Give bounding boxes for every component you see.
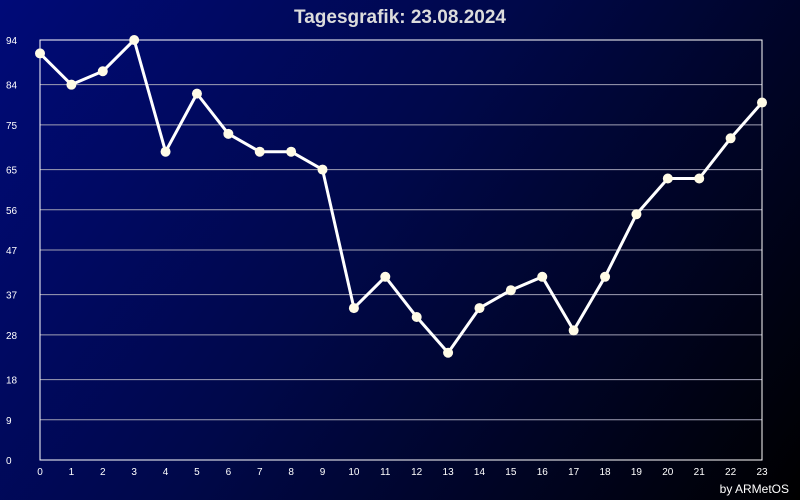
y-tick-label: 84 xyxy=(6,81,18,92)
data-point xyxy=(223,128,234,139)
data-point xyxy=(600,271,611,282)
credit-label: by ARMetOS xyxy=(720,482,789,496)
x-tick-label: 3 xyxy=(131,467,137,478)
grid-lines xyxy=(40,84,762,421)
x-tick-label: 16 xyxy=(537,467,549,478)
series-layer xyxy=(35,35,767,358)
y-axis-ticks: 0 9 18 28 37 47 56 65 75 84 94 xyxy=(6,36,18,467)
data-point xyxy=(662,173,673,184)
x-tick-label: 6 xyxy=(226,467,232,478)
x-tick-label: 0 xyxy=(37,467,43,478)
data-point xyxy=(254,146,265,157)
y-tick-label: 37 xyxy=(6,291,18,302)
data-point xyxy=(757,97,767,108)
x-tick-label: 5 xyxy=(194,467,200,478)
x-tick-label: 17 xyxy=(568,467,580,478)
x-tick-label: 11 xyxy=(380,467,391,478)
data-point xyxy=(568,325,579,336)
data-point xyxy=(97,66,108,77)
chart-title: Tagesgrafik: 23.08.2024 xyxy=(294,7,506,28)
y-tick-label: 47 xyxy=(6,246,18,257)
y-tick-label: 94 xyxy=(6,36,18,47)
x-tick-label: 1 xyxy=(69,467,75,478)
x-axis-ticks: 0 1 2 3 4 5 6 7 8 9 10 11 12 13 14 15 16 17 18 19 20 21 22 23 xyxy=(37,467,768,478)
x-tick-label: 14 xyxy=(474,467,486,478)
y-tick-label: 18 xyxy=(6,376,18,387)
x-tick-label: 2 xyxy=(100,467,106,478)
data-point xyxy=(348,303,359,314)
data-point xyxy=(725,133,736,144)
data-point xyxy=(191,88,202,99)
series-line xyxy=(38,38,764,355)
x-tick-label: 23 xyxy=(756,467,768,478)
y-tick-label: 0 xyxy=(6,456,12,467)
data-point xyxy=(66,79,77,90)
x-tick-label: 15 xyxy=(505,467,517,478)
data-point xyxy=(35,48,45,59)
x-tick-label: 21 xyxy=(694,467,706,478)
data-point xyxy=(443,347,454,358)
x-tick-label: 20 xyxy=(662,467,674,478)
x-tick-label: 10 xyxy=(348,467,360,478)
y-tick-label: 9 xyxy=(6,416,12,427)
data-point xyxy=(411,312,422,323)
x-tick-label: 4 xyxy=(163,467,169,478)
x-tick-label: 18 xyxy=(599,467,611,478)
data-point xyxy=(160,146,171,157)
y-tick-label: 65 xyxy=(6,166,18,177)
x-tick-label: 9 xyxy=(320,467,326,478)
y-tick-label: 75 xyxy=(6,121,18,132)
data-point xyxy=(631,209,642,220)
y-tick-label: 56 xyxy=(6,206,18,217)
data-point xyxy=(129,35,140,45)
x-tick-label: 13 xyxy=(443,467,455,478)
x-tick-label: 22 xyxy=(725,467,737,478)
plot-frame xyxy=(39,39,763,461)
data-point xyxy=(380,271,391,282)
x-tick-label: 7 xyxy=(257,467,263,478)
data-point xyxy=(474,303,485,314)
data-point xyxy=(537,271,548,282)
y-tick-label: 28 xyxy=(6,331,18,342)
x-tick-label: 19 xyxy=(631,467,643,478)
data-point xyxy=(286,146,297,157)
x-tick-label: 8 xyxy=(288,467,294,478)
data-point xyxy=(505,285,516,296)
data-point xyxy=(694,173,705,184)
data-point xyxy=(317,164,328,175)
x-tick-label: 12 xyxy=(411,467,423,478)
